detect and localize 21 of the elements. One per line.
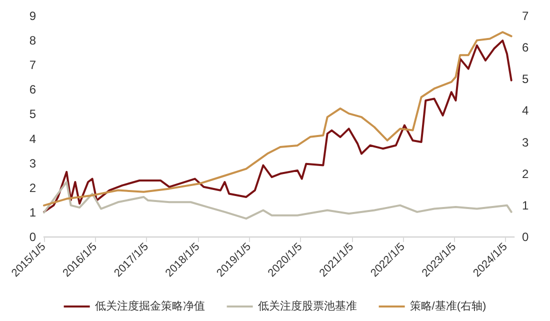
y-tick-label: 8 (29, 34, 36, 48)
y2-tick-label: 7 (522, 9, 529, 23)
y2-tick-label: 6 (522, 40, 529, 55)
y2-tick-label: 4 (522, 104, 529, 118)
legend-label: 低关注度股票池基准 (258, 300, 357, 312)
y-tick-label: 1 (29, 205, 36, 220)
y2-tick-label: 5 (522, 72, 529, 86)
y2-tick-label: 3 (522, 135, 529, 150)
y-tick-label: 2 (29, 180, 36, 195)
legend-label: 低关注度掘金策略净值 (94, 300, 205, 312)
y2-tick-label: 2 (522, 166, 529, 181)
y-tick-label: 9 (29, 9, 36, 23)
y-tick-label: 0 (29, 230, 36, 244)
y-tick-label: 4 (29, 132, 36, 146)
y-tick-label: 3 (29, 156, 36, 170)
y-tick-label: 6 (29, 82, 36, 97)
y-tick-label: 5 (29, 107, 36, 122)
y2-tick-label: 1 (522, 198, 529, 212)
y2-tick-label: 0 (522, 230, 529, 244)
legend-label: 策略/基准(右轴) (410, 300, 486, 312)
y-tick-label: 7 (29, 58, 36, 72)
